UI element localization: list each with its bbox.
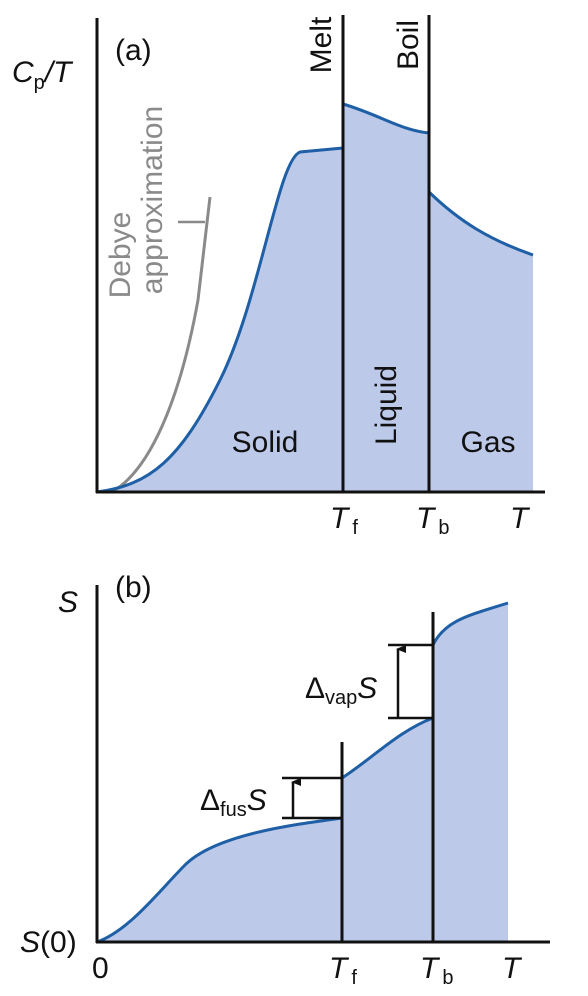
- x-tick-label: T: [510, 502, 531, 535]
- region-label: Gas: [460, 426, 515, 459]
- panel-label: (b): [115, 571, 152, 604]
- delta: Δ: [200, 784, 220, 817]
- subscript: f: [352, 517, 358, 539]
- symbol: T: [502, 952, 523, 985]
- debye-label: approximation: [136, 106, 169, 294]
- area-fill: [97, 603, 508, 942]
- symbol: T: [510, 502, 531, 535]
- entropy-curve: [341, 716, 434, 780]
- symbol: T: [416, 502, 437, 535]
- boil-label: Boil: [392, 20, 425, 70]
- subscript: fus: [220, 799, 247, 821]
- debye-curve: [111, 196, 212, 494]
- step-label: ΔvapS: [305, 672, 377, 709]
- delta: Δ: [305, 672, 325, 705]
- panel-label: (a): [115, 34, 152, 67]
- symbol: T: [330, 502, 351, 535]
- symbol: S: [247, 784, 267, 817]
- symbol: T: [329, 952, 350, 985]
- area-fill: [97, 104, 533, 492]
- solid-curve: [96, 146, 344, 494]
- melt-label: Melt: [305, 16, 338, 73]
- origin-label: S(0): [20, 926, 77, 959]
- debye-label: Debye: [104, 212, 137, 299]
- subscript: b: [442, 967, 453, 989]
- region-label: Solid: [232, 426, 299, 459]
- region-label: Liquid: [370, 365, 403, 445]
- suffix: /T: [43, 56, 74, 89]
- origin-label: 0: [92, 952, 109, 985]
- subscript: f: [351, 967, 357, 989]
- x-tick-label: T: [502, 952, 523, 985]
- symbol: C: [12, 56, 34, 89]
- symbol: S: [20, 926, 40, 959]
- step-label: ΔfusS: [200, 784, 267, 821]
- liquid-curve: [342, 102, 430, 135]
- symbol: T: [420, 952, 441, 985]
- entropy-curve: [431, 601, 509, 646]
- y-axis-label: Cp/T: [12, 56, 74, 94]
- symbol: S: [357, 672, 377, 705]
- subscript: vap: [325, 687, 357, 709]
- subscript: b: [438, 517, 449, 539]
- entropy-curve: [96, 816, 343, 944]
- gas-curve: [427, 190, 534, 257]
- subscript: p: [34, 72, 45, 94]
- y-axis-label: S: [58, 586, 78, 619]
- suffix: (0): [40, 926, 77, 959]
